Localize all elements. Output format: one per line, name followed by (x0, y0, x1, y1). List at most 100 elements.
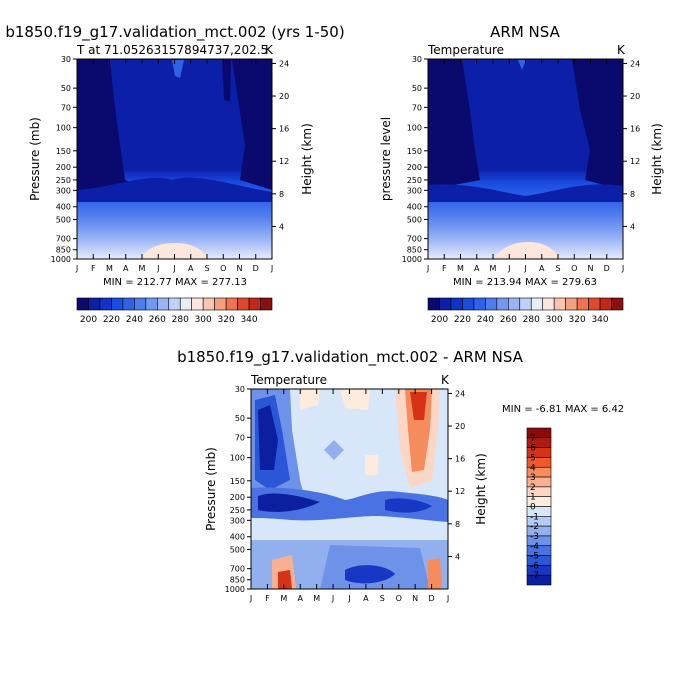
x-tick-label: M (106, 264, 113, 273)
panel-3-ylabel-right: Height (km) (474, 453, 488, 524)
y-tick-label: 1000 (225, 585, 245, 594)
panel-1-subtitle-left: T at 71.05263157894737,202.5 (76, 43, 268, 57)
panel-3-subtitle-right: K (441, 373, 450, 387)
panel-diff: b1850.f19_g17.validation_mct.002 - ARM N… (177, 348, 624, 603)
x-tick-label: F (442, 264, 447, 273)
x-tick-label: M (280, 594, 287, 603)
y2-tick-label: 4 (455, 552, 460, 561)
diff-diamond (324, 440, 344, 460)
colorbar-label: 6 (530, 444, 536, 454)
panel-1-dark-right (232, 59, 272, 190)
colorbar-label: 280 (523, 315, 540, 325)
y-tick-label: 100 (56, 124, 71, 133)
x-tick-label: M (457, 264, 464, 273)
colorbar-swatch (462, 297, 475, 311)
panel-model: b1850.f19_g17.validation_mct.002 (yrs 1-… (5, 23, 344, 325)
diff-lower-warm-core (278, 570, 292, 589)
x-tick-label: J (621, 264, 624, 273)
colorbar-swatch (99, 297, 112, 311)
x-tick-label: J (172, 264, 175, 273)
colorbar-swatch (542, 297, 555, 311)
colorbar-swatch (202, 297, 215, 311)
colorbar-swatch (611, 297, 624, 311)
y-tick-label: 1000 (402, 255, 422, 264)
y-tick-label: 50 (412, 84, 422, 93)
x-tick-label: A (123, 264, 129, 273)
diff-lower-white (251, 528, 448, 540)
y-tick-label: 500 (56, 215, 71, 224)
y-tick-label: 300 (56, 186, 71, 195)
colorbar-swatch (507, 297, 521, 311)
y-tick-label: 100 (230, 454, 245, 463)
colorbar-swatch (122, 297, 135, 311)
colorbar-label: 240 (126, 315, 143, 325)
colorbar-label: 340 (591, 315, 608, 325)
colorbar-label: -2 (530, 522, 539, 532)
colorbar-label: 240 (477, 315, 494, 325)
y2-tick-label: 16 (455, 455, 465, 464)
panel-1-title: b1850.f19_g17.validation_mct.002 (yrs 1-… (5, 23, 344, 42)
colorbar-label: -6 (530, 561, 539, 571)
colorbar-swatch (168, 297, 181, 311)
colorbar-swatch (156, 297, 170, 311)
colorbar-swatch (145, 297, 158, 311)
diff-warm-core (410, 392, 427, 420)
colorbar-label: -3 (530, 532, 539, 542)
colorbar-swatch (599, 297, 612, 311)
colorbar-swatch (588, 297, 601, 311)
diff-warm-top-1 (300, 389, 320, 410)
y2-tick-label: 4 (630, 222, 635, 231)
colorbar-label: 200 (80, 315, 97, 325)
x-tick-label: A (539, 264, 545, 273)
colorbar-swatch (134, 297, 147, 311)
panel-3-title: b1850.f19_g17.validation_mct.002 - ARM N… (177, 348, 524, 367)
x-tick-label: A (188, 264, 194, 273)
y-tick-label: 400 (407, 203, 422, 212)
y2-tick-label: 24 (630, 59, 640, 68)
colorbar-label: 1 (530, 493, 536, 503)
x-tick-label: J (75, 264, 78, 273)
colorbar-swatch (191, 297, 204, 311)
y-tick-label: 200 (407, 163, 422, 172)
y2-tick-label: 24 (279, 59, 289, 68)
y-tick-label: 1000 (51, 255, 71, 264)
y2-tick-label: 20 (630, 92, 640, 101)
panel-1-dark-strip (222, 60, 231, 102)
x-tick-label: F (91, 264, 96, 273)
panel-2-subtitle-right: K (617, 43, 626, 57)
y-tick-label: 200 (230, 493, 245, 502)
x-tick-label: N (237, 264, 243, 273)
panel-2-colorbar: 200 220 240 260 280 300 320 340 (427, 297, 624, 325)
x-tick-label: A (474, 264, 480, 273)
colorbar-swatch (179, 297, 193, 311)
y-tick-label: 150 (407, 147, 422, 156)
panel-2-dark-left (428, 59, 480, 190)
x-tick-label: J (523, 264, 526, 273)
x-tick-label: N (412, 594, 418, 603)
colorbar-swatch (76, 297, 89, 311)
diff-tropo-core (258, 493, 320, 512)
y2-tick-label: 20 (279, 92, 289, 101)
colorbar-label: 220 (454, 315, 471, 325)
x-tick-label: M (490, 264, 497, 273)
panel-2-dark-right (572, 59, 623, 190)
y-tick-label: 100 (407, 124, 422, 133)
colorbar-label: -1 (530, 512, 539, 522)
colorbar-swatch (88, 297, 101, 311)
x-tick-label: D (253, 264, 259, 273)
colorbar-label: 320 (569, 315, 586, 325)
panel-3-ylabel: Pressure (mb) (204, 447, 218, 531)
diff-lower-cold-core (345, 565, 395, 584)
colorbar-label: 2 (530, 483, 536, 493)
colorbar-swatch (519, 297, 532, 311)
y2-tick-label: 12 (279, 157, 289, 166)
x-tick-label: O (396, 594, 402, 603)
colorbar-label: 200 (431, 315, 448, 325)
y-tick-label: 850 (407, 246, 422, 255)
panel-1-stats: MIN = 212.77 MAX = 277.13 (103, 277, 247, 288)
colorbar-label: 280 (172, 315, 189, 325)
panel-1-ylabel: Pressure (mb) (28, 117, 42, 201)
